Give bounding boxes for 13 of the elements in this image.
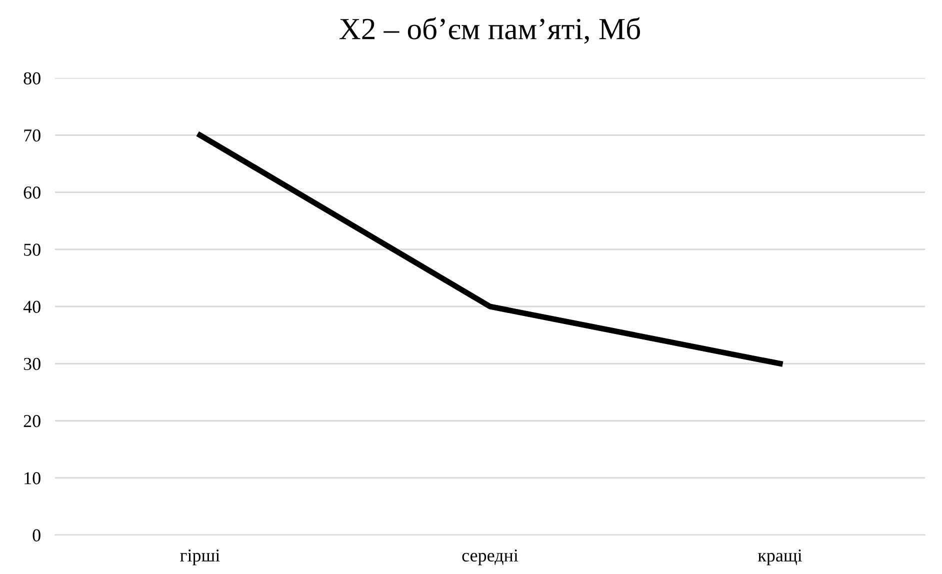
y-tick-label: 80 [24,72,40,84]
x-tick-label: середні [462,549,518,566]
y-tick-label: 40 [23,300,40,313]
y-tick-label: 30 [24,358,40,370]
x-tick-label: кращі [758,549,802,566]
chart-title: X2 – об’єм пам’яті, Мб [340,17,640,44]
y-tick-label: 10 [24,472,40,484]
x-tick-label: гірші [180,549,220,566]
y-tick-label: 50 [24,244,40,256]
y-tick-label: 0 [32,529,40,542]
y-tick-label: 60 [24,186,40,199]
y-tick-label: 70 [24,129,40,142]
y-tick-label: 20 [24,415,40,428]
